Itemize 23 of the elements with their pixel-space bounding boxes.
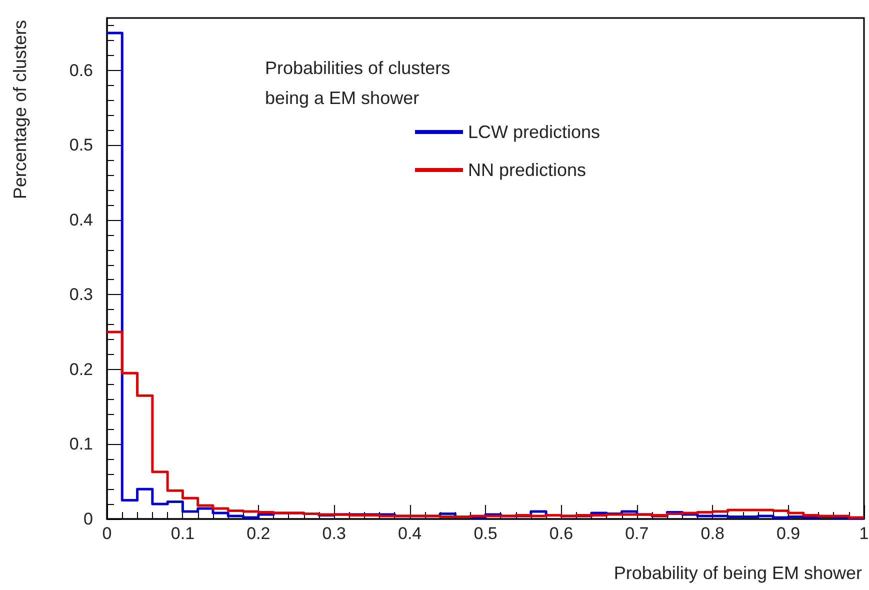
legend-label: NN predictions [468,160,586,180]
legend-label: LCW predictions [468,122,600,142]
x-tick-label: 0 [102,524,112,543]
y-tick-label: 0.3 [69,285,93,304]
y-tick-label: 0.1 [69,434,93,454]
y-tick-label: 0.5 [69,136,93,155]
x-tick-label: 0.2 [246,524,270,543]
y-axis-title: Percentage of clusters [10,20,30,200]
x-tick-label: 0.9 [776,524,800,543]
x-tick-label: 0.3 [322,524,346,543]
legend-title: Probabilities of clusters being a EM shower [265,58,450,108]
x-tick-label: 0.5 [474,524,498,543]
x-tick-label: 0.6 [549,524,574,543]
x-tick-label: 0.7 [625,524,649,543]
x-axis-title: Probability of being EM shower [614,563,862,583]
x-tick-label: 1 [859,524,869,543]
y-tick-label: 0.4 [69,210,93,230]
x-tick-label: 0.8 [700,524,724,543]
x-tick-label: 0.1 [170,524,195,543]
y-tick-label: 0.6 [69,60,93,80]
y-tick-label: 0.2 [69,360,93,379]
x-tick-label: 0.4 [398,524,422,543]
y-tick-label: 0 [84,510,93,528]
